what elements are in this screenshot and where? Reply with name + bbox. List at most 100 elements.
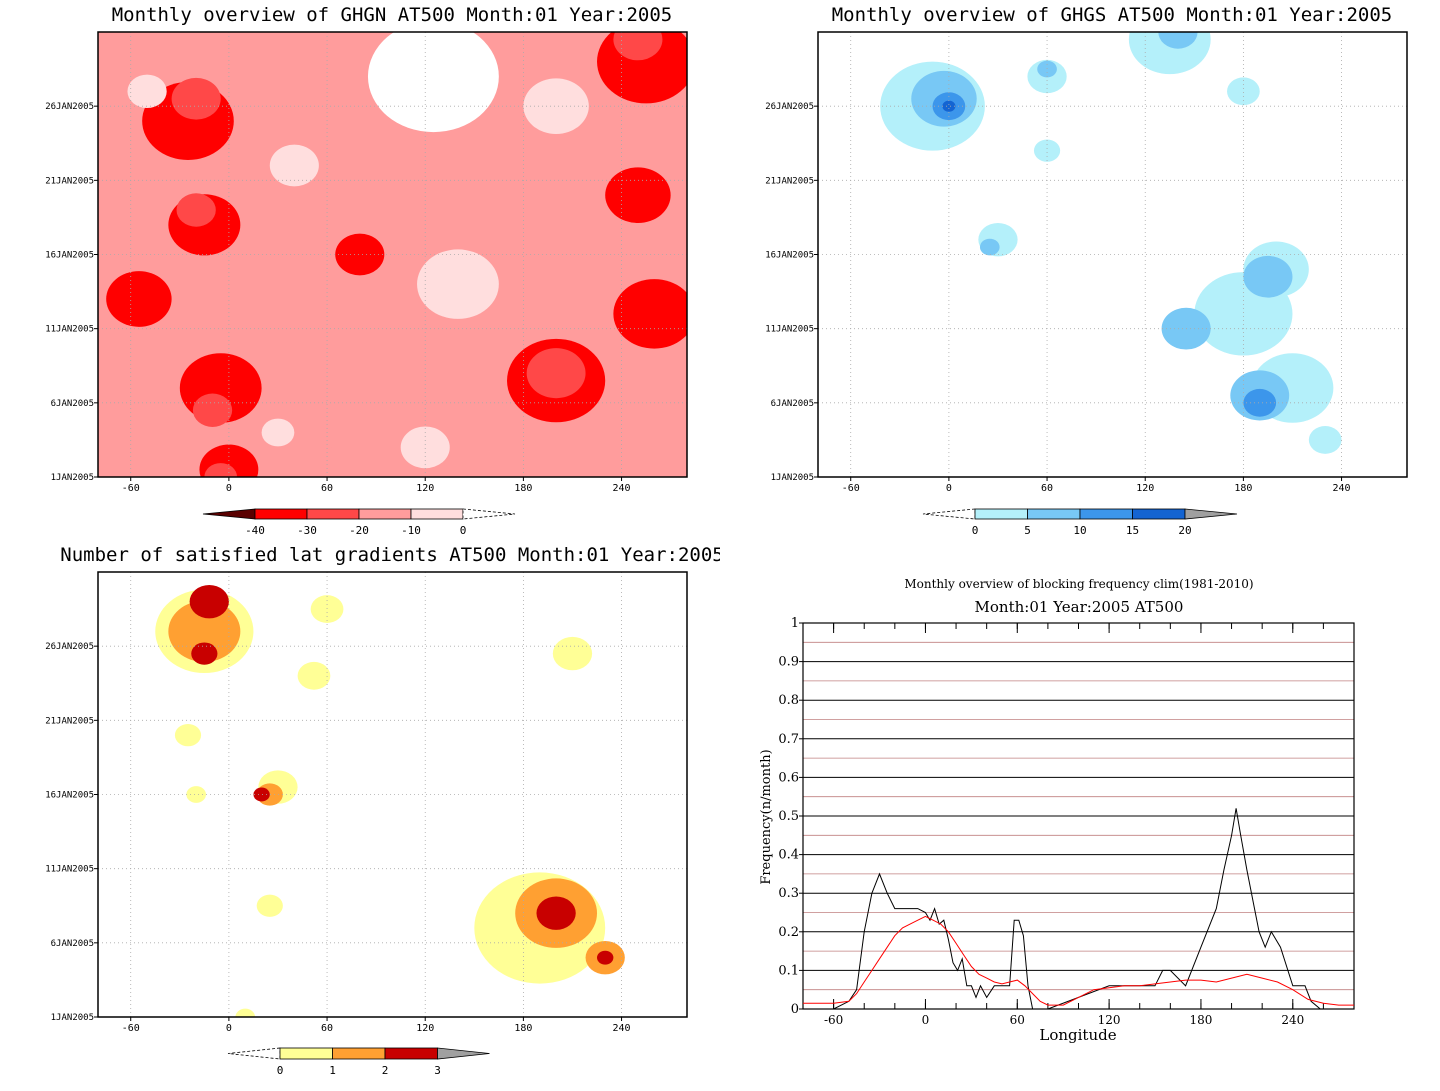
ghgn-y-tick-label: 6JAN2005	[51, 399, 94, 409]
gradients-contour-region	[256, 894, 283, 917]
frequency-ylabel: Frequency(n/month)	[759, 749, 774, 884]
ghgn-contour-region	[613, 279, 687, 349]
ghgs-x-tick-label: 180	[1234, 483, 1252, 494]
frequency-y-tick-label: 1	[791, 616, 799, 631]
ghgs-colorbar-over	[1184, 508, 1238, 520]
ghgn-contour-region	[261, 418, 295, 447]
ghgs-y-tick-label: 11JAN2005	[765, 325, 814, 335]
gradients-colorbar-label: 3	[434, 1064, 441, 1077]
ghgn-colorbar-segment	[410, 508, 464, 520]
ghgs-x-tick-label: 60	[1041, 483, 1053, 494]
ghgn-chart: Monthly overview of GHGN AT500 Month:01 …	[45, 4, 688, 537]
gradients-x-tick-label: 0	[226, 1023, 232, 1034]
ghgn-colorbar-segment	[254, 508, 308, 520]
ghgn-contour-region	[613, 32, 663, 61]
frequency-chart: Monthly overview of blocking frequency c…	[759, 577, 1355, 1044]
frequency-y-tick-label: 0.2	[778, 925, 799, 940]
ghgs-colorbar-segment	[974, 508, 1028, 520]
ghgn-colorbar: -40 -30 -20 -10 0	[202, 508, 516, 537]
gradients-x-tick-label: 180	[514, 1023, 532, 1034]
ghgs-colorbar-label: 5	[1024, 524, 1031, 537]
gradients-chart: Number of satisfied lat gradients AT500 …	[45, 545, 720, 1077]
gradients-colorbar-label: 2	[382, 1064, 389, 1077]
ghgs-contour-region	[1308, 426, 1342, 454]
ghgn-colorbar-label: -30	[297, 524, 317, 537]
gradients-colorbar-segment	[279, 1047, 333, 1060]
ghgs-y-tick-label: 21JAN2005	[765, 176, 814, 186]
ghgs-x-tick-label: 240	[1333, 483, 1351, 494]
gradients-y-tick-label: 16JAN2005	[45, 791, 94, 801]
gradients-x-tick-label: -60	[122, 1023, 140, 1034]
ghgn-contour-region	[269, 144, 319, 187]
ghgn-contour-region	[523, 78, 589, 134]
ghgn-contour-region	[335, 233, 385, 276]
ghgs-contour-region	[1243, 388, 1277, 417]
ghgs-colorbar-label: 10	[1073, 524, 1086, 537]
gradients-contour-region	[186, 786, 206, 803]
ghgs-colorbar-under	[922, 508, 976, 520]
ghgn-colorbar-label: -40	[245, 524, 265, 537]
ghgs-colorbar-segment	[1079, 508, 1133, 520]
frequency-y-tick-label: 0	[791, 1002, 799, 1017]
gradients-colorbar-segment	[384, 1047, 438, 1060]
ghgn-x-tick-label: 60	[321, 483, 333, 494]
frequency-series-black	[803, 808, 1354, 1010]
ghgn-y-tick-label: 16JAN2005	[45, 251, 94, 261]
ghgs-x-tick-label: 0	[946, 483, 952, 494]
ghgn-contour-region	[204, 463, 238, 477]
frequency-x-tick-label: -60	[824, 1013, 843, 1027]
ghgs-colorbar-label: 20	[1178, 524, 1191, 537]
gradients-colorbar-segment	[332, 1047, 386, 1060]
ghgs-colorbar-segment	[1027, 508, 1081, 520]
frequency-xlabel: Longitude	[1039, 1026, 1116, 1044]
ghgn-plot-area: -60 0 60 120 180 240 1JAN2005 6JAN2005 11JAN2005…	[45, 31, 688, 494]
ghgs-y-tick-label: 26JAN2005	[765, 102, 814, 112]
ghgs-x-tick-label: -60	[842, 483, 860, 494]
ghgs-contour-region	[1033, 139, 1061, 162]
ghgn-colorbar-segment	[358, 508, 412, 520]
ghgn-contour-region	[106, 271, 172, 327]
frequency-x-tick-label: 180	[1189, 1013, 1212, 1027]
ghgn-colorbar-segment	[306, 508, 360, 520]
ghgn-x-tick-label: 0	[226, 483, 232, 494]
gradients-colorbar-under	[227, 1047, 281, 1060]
frequency-y-tick-label: 0.3	[778, 886, 799, 901]
gradients-plot-area: -60 0 60 120 180 240 1JAN2005 6JAN2005 11JAN2005…	[45, 571, 688, 1034]
ghgn-contour-region	[417, 249, 499, 319]
ghgs-colorbar: 0 5 10 15 20	[922, 508, 1238, 537]
ghgn-colorbar-label: -20	[349, 524, 369, 537]
frequency-x-tick-label: 120	[1098, 1013, 1121, 1027]
ghgn-y-tick-label: 21JAN2005	[45, 176, 94, 186]
gradients-contour-region	[235, 1008, 256, 1017]
gradients-contour-region	[297, 661, 331, 690]
frequency-y-tick-label: 0.8	[778, 693, 799, 708]
frequency-x-tick-label: 60	[1010, 1013, 1025, 1027]
gradients-colorbar-over	[437, 1047, 490, 1060]
gradients-contour-region	[310, 595, 344, 623]
ghgn-y-tick-label: 1JAN2005	[51, 473, 94, 483]
ghgs-x-tick-label: 120	[1136, 483, 1154, 494]
gradients-contour-region	[191, 642, 218, 665]
gradients-y-tick-label: 6JAN2005	[51, 939, 94, 949]
frequency-y-tick-label: 0.6	[778, 770, 799, 785]
ghgn-colorbar-label: 0	[460, 524, 467, 537]
gradients-colorbar: 0 1 2 3	[227, 1047, 490, 1077]
ghgs-y-tick-label: 1JAN2005	[771, 473, 814, 483]
ghgn-contour-region	[400, 426, 450, 469]
gradients-contour-region	[174, 724, 202, 747]
frequency-y-tick-label: 0.1	[778, 963, 799, 978]
ghgn-contour-region	[605, 167, 671, 223]
frequency-subtitle: Month:01 Year:2005 AT500	[975, 598, 1184, 616]
ghgn-colorbar-under	[202, 508, 256, 520]
ghgn-y-tick-label: 26JAN2005	[45, 102, 94, 112]
gradients-contour-region	[253, 787, 270, 802]
ghgs-plot-area: -60 0 60 120 180 240 1JAN2005 6JAN2005 11JAN2005…	[765, 31, 1408, 494]
ghgn-contour-region	[176, 193, 216, 227]
frequency-x-tick-label: 240	[1281, 1013, 1304, 1027]
gradients-contour-region	[536, 896, 576, 930]
gradients-y-tick-label: 1JAN2005	[51, 1013, 94, 1023]
gradients-x-tick-label: 120	[416, 1023, 434, 1034]
ghgs-contour-region	[1037, 60, 1057, 78]
ghgs-colorbar-label: 0	[972, 524, 979, 537]
ghgs-y-tick-label: 6JAN2005	[771, 399, 814, 409]
